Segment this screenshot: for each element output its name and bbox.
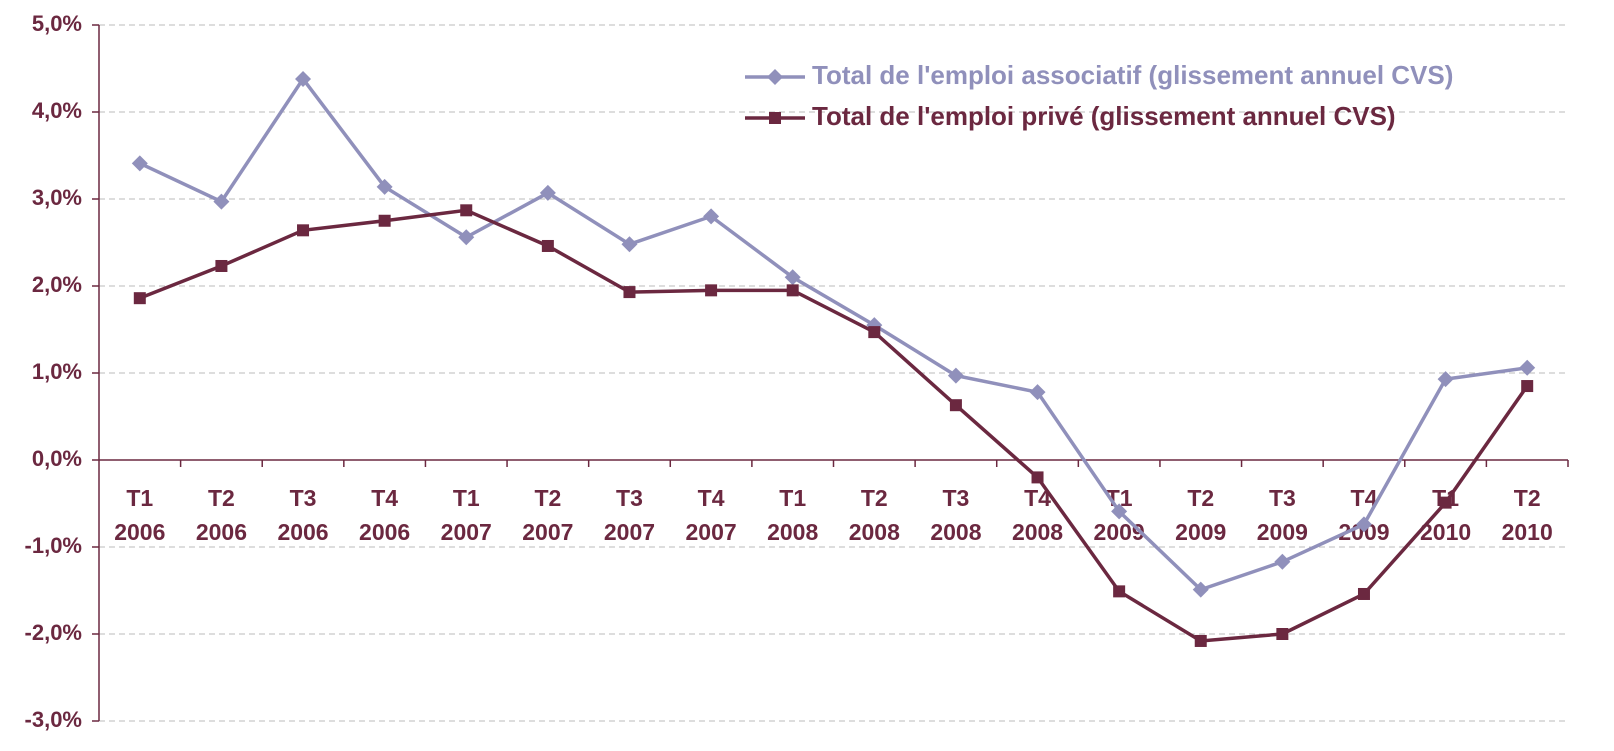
x-tick-label: T2 xyxy=(1187,485,1214,511)
x-tick-label: T3 xyxy=(616,485,643,511)
data-point xyxy=(1113,585,1126,598)
x-tick-label: T4 xyxy=(371,485,398,511)
legend-marker xyxy=(767,69,783,85)
series-line xyxy=(139,75,1528,592)
x-tick-label: 2008 xyxy=(767,519,818,545)
data-point xyxy=(1111,503,1128,520)
x-tick-label: 2006 xyxy=(114,519,165,545)
y-tick-label: -1,0% xyxy=(25,533,82,558)
x-tick-label: 2009 xyxy=(1257,519,1308,545)
data-point xyxy=(297,224,310,237)
data-point xyxy=(1031,471,1044,484)
x-tick-label: T4 xyxy=(698,485,725,511)
data-point xyxy=(621,236,638,253)
data-point xyxy=(378,214,391,227)
x-tick-label: 2006 xyxy=(277,519,328,545)
x-tick-label: 2008 xyxy=(1012,519,1063,545)
y-tick-label: 5,0% xyxy=(32,11,82,36)
data-point xyxy=(868,326,881,339)
data-point xyxy=(1437,371,1454,388)
data-point xyxy=(623,286,636,299)
data-point xyxy=(1194,634,1207,647)
x-tick-label: 2009 xyxy=(1175,519,1226,545)
data-point xyxy=(376,178,393,195)
data-point xyxy=(215,259,228,272)
x-tick-label: T1 xyxy=(779,485,806,511)
data-point xyxy=(460,204,473,217)
data-point xyxy=(458,229,475,246)
x-tick-label: 2009 xyxy=(1094,519,1145,545)
data-point xyxy=(703,208,720,225)
y-tick-label: -3,0% xyxy=(25,707,82,732)
data-point xyxy=(213,193,230,210)
x-tick-label: 2006 xyxy=(196,519,247,545)
data-point xyxy=(1029,384,1046,401)
data-point xyxy=(1355,516,1372,533)
data-point xyxy=(947,367,964,384)
y-tick-label: -2,0% xyxy=(25,620,82,645)
data-point xyxy=(1521,380,1534,393)
x-tick-label: T3 xyxy=(1269,485,1296,511)
y-tick-label: 2,0% xyxy=(32,272,82,297)
data-point xyxy=(1357,587,1370,600)
series-line xyxy=(139,208,1529,643)
x-tick-label: T2 xyxy=(861,485,888,511)
x-tick-label: 2007 xyxy=(522,519,573,545)
data-point xyxy=(705,284,718,297)
y-tick-label: 0,0% xyxy=(32,446,82,471)
data-point xyxy=(131,155,148,172)
data-point xyxy=(541,239,554,252)
x-tick-label: T3 xyxy=(942,485,969,511)
data-point xyxy=(1276,628,1289,640)
legend-marker xyxy=(769,112,781,124)
data-point xyxy=(1274,553,1291,570)
y-tick-label: 3,0% xyxy=(32,185,82,210)
x-tick-label: 2006 xyxy=(359,519,410,545)
x-tick-label: T3 xyxy=(290,485,317,511)
data-point xyxy=(133,292,146,305)
x-tick-label: T2 xyxy=(208,485,235,511)
x-tick-label: 2010 xyxy=(1502,519,1553,545)
data-point xyxy=(1439,496,1452,509)
x-tick-label: T1 xyxy=(126,485,153,511)
data-point xyxy=(539,184,556,201)
x-tick-label: 2007 xyxy=(604,519,655,545)
data-point xyxy=(784,269,801,286)
legend-label: Total de l'emploi associatif (glissement… xyxy=(812,60,1453,90)
data-point xyxy=(1192,581,1209,598)
y-tick-label: 1,0% xyxy=(32,359,82,384)
x-tick-label: T1 xyxy=(453,485,480,511)
legend-label: Total de l'emploi privé (glissement annu… xyxy=(812,101,1396,131)
data-point xyxy=(1519,359,1536,376)
x-tick-label: T2 xyxy=(1514,485,1541,511)
x-tick-label: 2007 xyxy=(685,519,736,545)
x-tick-label: 2008 xyxy=(930,519,981,545)
data-point xyxy=(295,70,312,87)
data-point xyxy=(949,399,962,412)
data-point xyxy=(786,284,799,297)
x-tick-label: T2 xyxy=(534,485,561,511)
x-tick-label: 2007 xyxy=(441,519,492,545)
y-tick-label: 4,0% xyxy=(32,98,82,123)
x-tick-label: 2008 xyxy=(849,519,900,545)
